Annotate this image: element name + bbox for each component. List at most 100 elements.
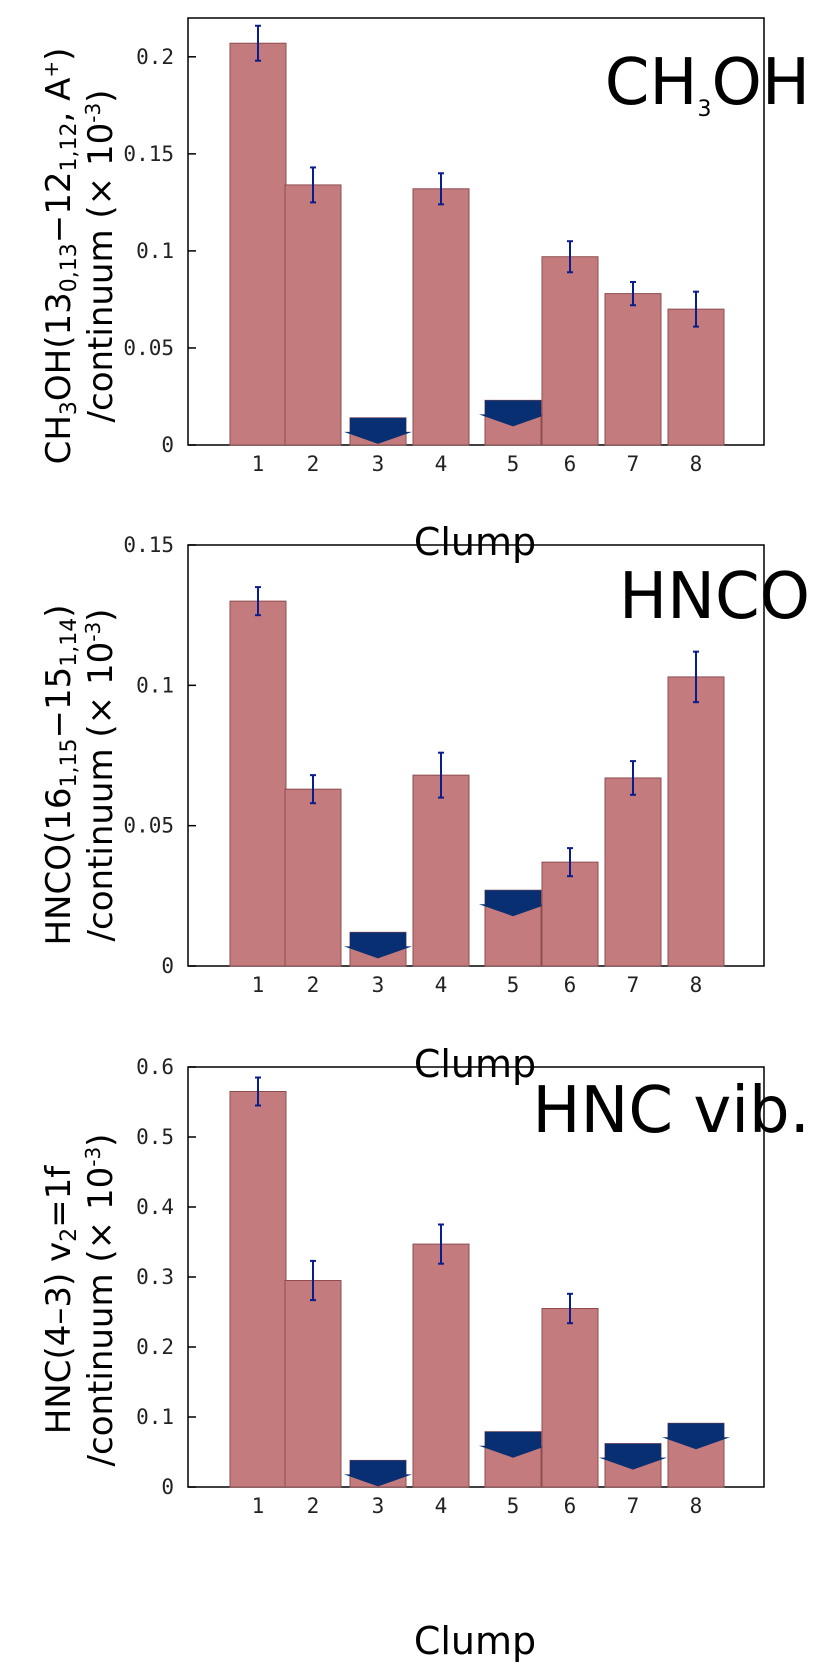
x-tick-label: 2	[307, 973, 320, 997]
error-bar	[255, 586, 261, 617]
error-bar	[630, 760, 636, 796]
bar	[412, 1243, 470, 1488]
panel-ch3oh: CH3OH 0 0.05 0.1 0.15 0.2 1 2 3 4 5 6 7 8 Clump CH3O…	[39, 17, 810, 564]
x-axis-label: Clump	[414, 1619, 536, 1663]
x-axis-label: Clump	[414, 1042, 536, 1086]
y-axis-label: CH3OH(130,13−121,12, A+) /continuum (× 1…	[39, 48, 121, 465]
x-tick-label: 6	[564, 452, 577, 476]
upper-limit-arrow	[662, 1423, 730, 1450]
bar	[229, 42, 287, 446]
error-bar	[255, 1076, 261, 1107]
x-tick-label: 5	[507, 452, 520, 476]
y-axis-label: HNC(4–3) v2=1f /continuum (× 10-3)	[39, 1134, 121, 1467]
error-bar	[255, 24, 261, 62]
x-tick-label: 5	[507, 1494, 520, 1518]
error-bar	[438, 751, 444, 799]
x-tick-label: 8	[690, 973, 703, 997]
panel-title: HNC vib.	[532, 1074, 810, 1148]
upper-limit-arrow	[599, 1443, 667, 1470]
upper-limit-arrow	[344, 932, 412, 959]
x-tick-label: 6	[564, 1494, 577, 1518]
bar	[541, 1308, 599, 1488]
upper-limit-arrow	[479, 1431, 547, 1458]
panel-hnco: HNCO 0 0.05 0.1 0.15 1 2 3 4 5 6 7 8 Clump HNCO(161…	[39, 533, 810, 1086]
bar	[284, 1280, 342, 1488]
error-bar	[310, 166, 316, 204]
error-bar	[310, 774, 316, 805]
panel-title: HNCO	[619, 560, 810, 634]
x-tick-label: 7	[627, 452, 640, 476]
x-tick-label: 8	[690, 452, 703, 476]
x-tick-label: 3	[372, 1494, 385, 1518]
bar	[541, 861, 599, 967]
bar	[604, 777, 662, 967]
bar	[229, 600, 287, 967]
bar	[604, 293, 662, 446]
error-bar	[567, 847, 573, 878]
y-tick-label: 0.15	[123, 142, 174, 166]
bar	[667, 308, 725, 446]
x-tick-label: 7	[627, 1494, 640, 1518]
bar	[541, 256, 599, 446]
svg-text:/continuum (× 10-3): /continuum (× 10-3)	[81, 609, 121, 942]
x-tick-label: 6	[564, 973, 577, 997]
x-tick-label: 2	[307, 1494, 320, 1518]
y-tick-label: 0.05	[123, 336, 174, 360]
bar	[412, 188, 470, 446]
error-bar	[630, 280, 636, 307]
y-tick-label: 0.1	[136, 673, 174, 697]
x-tick-label: 7	[627, 973, 640, 997]
bar	[667, 676, 725, 967]
y-tick-label: 0.4	[136, 1195, 174, 1219]
plot-area: 0 0.05 0.1 0.15 1 2 3 4 5 6 7 8	[123, 533, 765, 997]
bar	[284, 184, 342, 446]
upper-limit-arrow	[344, 1460, 412, 1487]
svg-text:CH3OH(130,13−121,12, A+): CH3OH(130,13−121,12, A+)	[39, 48, 82, 465]
bar	[284, 788, 342, 967]
y-tick-label: 0	[161, 1475, 174, 1499]
y-tick-label: 0.2	[136, 45, 174, 69]
error-bar	[567, 1292, 573, 1325]
plot-area: 0 0.05 0.1 0.15 0.2 1 2 3 4 5 6 7 8	[123, 17, 765, 476]
x-tick-label: 8	[690, 1494, 703, 1518]
x-tick-label: 3	[372, 452, 385, 476]
x-axis-label: Clump	[414, 520, 536, 564]
x-tick-label: 1	[252, 973, 265, 997]
y-tick-label: 0.15	[123, 533, 174, 557]
error-bar	[567, 240, 573, 274]
axes-frame	[187, 544, 765, 967]
svg-text:HNCO(161,15−151,14): HNCO(161,15−151,14)	[39, 604, 82, 945]
y-tick-label: 0.2	[136, 1335, 174, 1359]
y-tick-label: 0.3	[136, 1265, 174, 1289]
error-bar	[693, 650, 699, 704]
upper-limit-arrow	[479, 890, 547, 917]
y-tick-label: 0.05	[123, 814, 174, 838]
y-axis-label: HNCO(161,15−151,14) /continuum (× 10-3)	[39, 604, 121, 945]
x-tick-label: 1	[252, 1494, 265, 1518]
error-bar	[438, 1223, 444, 1265]
x-tick-label: 5	[507, 973, 520, 997]
x-tick-label: 4	[435, 1494, 448, 1518]
y-tick-label: 0.6	[136, 1055, 174, 1079]
plot-area: 0 0.1 0.2 0.3 0.4 0.5 0.6 1 2 3 4 5 6 7 8	[136, 1055, 765, 1518]
bar	[412, 774, 470, 967]
upper-limit-arrow	[344, 417, 412, 444]
x-tick-label: 4	[435, 973, 448, 997]
bar	[229, 1091, 287, 1488]
y-tick-label: 0.5	[136, 1125, 174, 1149]
svg-text:HNC(4–3) v2=1f: HNC(4–3) v2=1f	[39, 1165, 82, 1435]
axes-frame	[187, 17, 765, 446]
y-tick-label: 0.1	[136, 1405, 174, 1429]
y-tick-label: 0.1	[136, 239, 174, 263]
svg-text:/continuum (× 10-3): /continuum (× 10-3)	[81, 90, 121, 423]
y-tick-label: 0	[161, 433, 174, 457]
x-tick-label: 4	[435, 452, 448, 476]
x-tick-label: 1	[252, 452, 265, 476]
svg-text:/continuum (× 10-3): /continuum (× 10-3)	[81, 1134, 121, 1467]
error-bar	[310, 1259, 316, 1302]
panel-title: CH3OH	[605, 46, 810, 122]
y-tick-label: 0	[161, 954, 174, 978]
error-bar	[438, 172, 444, 206]
error-bar	[693, 290, 699, 328]
